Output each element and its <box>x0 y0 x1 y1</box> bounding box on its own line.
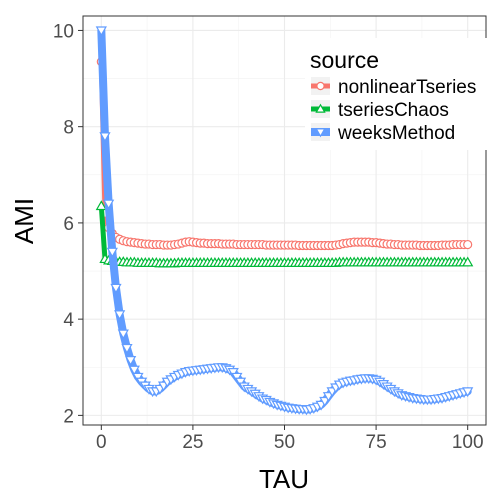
data-point <box>132 372 144 383</box>
series-nonlinearTseries <box>96 57 473 251</box>
data-point <box>231 372 243 383</box>
y-tick-label: 8 <box>63 118 74 139</box>
x-tick-label: 75 <box>366 432 387 453</box>
y-tick-label: 6 <box>63 214 74 235</box>
legend-title: source <box>310 47 379 73</box>
legend-key-marker <box>315 103 326 113</box>
data-point <box>124 355 137 366</box>
x-tick-label: 0 <box>96 432 107 453</box>
data-point <box>462 256 474 267</box>
data-point <box>128 365 140 376</box>
y-axis: 2 4 6 8 10 <box>53 21 83 427</box>
y-tick-label: 10 <box>53 21 74 42</box>
data-point <box>234 377 247 388</box>
data-point <box>110 283 122 294</box>
legend-key-marker <box>315 128 326 138</box>
x-axis-title: TAU <box>259 464 309 494</box>
series-weeksMethod <box>95 26 474 416</box>
data-point <box>106 247 118 258</box>
x-axis: 0 25 50 75 100 <box>96 425 484 453</box>
data-point <box>227 368 239 378</box>
data-point <box>114 310 126 321</box>
y-tick-label: 2 <box>63 406 74 427</box>
data-point <box>103 199 115 210</box>
legend-item-nonlinearTseries: nonlinearTseries <box>311 77 476 98</box>
series-layer <box>95 26 474 416</box>
data-point <box>95 200 107 211</box>
legend-item-weeksMethod: weeksMethod <box>311 123 455 144</box>
data-point <box>121 343 133 354</box>
legend-key-marker <box>316 81 325 91</box>
data-point <box>95 26 107 37</box>
legend: source nonlinearTseriestseriesChaosweeks… <box>305 38 495 150</box>
legend-item-tseriesChaos: tseriesChaos <box>311 100 449 121</box>
legend-item-label: tseriesChaos <box>338 100 449 121</box>
x-tick-label: 100 <box>452 432 484 453</box>
legend-item-label: nonlinearTseries <box>338 77 476 98</box>
data-point <box>99 132 111 143</box>
y-axis-title: AMI <box>9 198 39 244</box>
legend-background <box>305 38 495 150</box>
x-tick-label: 50 <box>274 432 295 453</box>
y-tick-label: 4 <box>63 310 74 331</box>
data-point <box>117 329 129 340</box>
data-point <box>463 239 473 250</box>
data-point <box>462 387 474 398</box>
legend-item-label: weeksMethod <box>337 123 455 144</box>
x-tick-label: 25 <box>182 432 203 453</box>
